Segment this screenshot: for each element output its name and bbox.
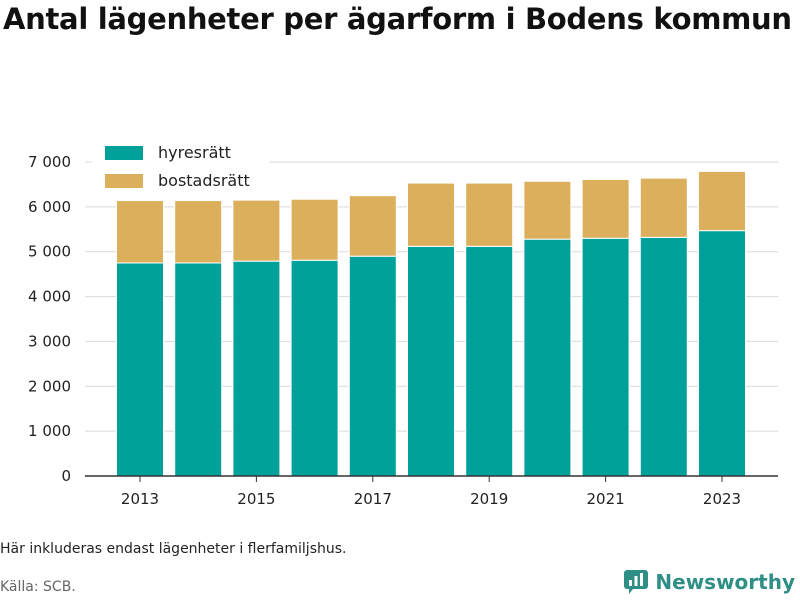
x-tick-label: 2013 — [121, 490, 159, 508]
x-tick-label: 2019 — [470, 490, 508, 508]
brand-name: Newsworthy — [655, 570, 795, 594]
y-tick-label: 2 000 — [28, 377, 71, 395]
y-tick-label: 6 000 — [28, 198, 71, 216]
bar-hyresratt-2013 — [116, 262, 164, 477]
legend-label: hyresrätt — [158, 143, 231, 162]
legend-swatch — [105, 174, 143, 188]
legend-label: bostadsrätt — [158, 171, 250, 190]
x-tick-label: 2017 — [354, 490, 392, 508]
bar-hyresratt-2022 — [639, 236, 688, 477]
bar-bostadsratt-2021 — [581, 178, 630, 239]
chart-title: Antal lägenheter per ägarform i Bodens k… — [3, 2, 792, 36]
bar-hyresratt-2019 — [465, 245, 514, 477]
source-note: Källa: SCB. — [0, 579, 76, 595]
legend-swatch — [105, 146, 143, 160]
bar-bostadsratt-2015 — [232, 199, 281, 262]
bar-bostadsratt-2014 — [174, 200, 223, 264]
bars — [116, 170, 746, 477]
y-tick-label: 4 000 — [28, 288, 71, 306]
stacked-bar-chart: 0 1 000 2 000 3 000 4 000 5 000 6 000 7 000 201… — [28, 138, 778, 508]
bar-hyresratt-2023 — [698, 230, 746, 477]
brand-logo: Newsworthy — [623, 569, 795, 595]
bar-hyresratt-2018 — [407, 245, 455, 477]
y-tick-label: 7 000 — [28, 153, 71, 171]
x-axis-ticks: 2013 2015 2017 2019 2021 2023 — [121, 476, 741, 508]
x-tick-label: 2023 — [703, 490, 741, 508]
x-tick-label: 2015 — [237, 490, 275, 508]
bar-hyresratt-2017 — [348, 255, 397, 477]
bar-bostadsratt-2019 — [465, 182, 514, 247]
bar-bostadsratt-2013 — [116, 200, 164, 264]
bar-bostadsratt-2022 — [639, 177, 688, 238]
bar-hyresratt-2014 — [174, 262, 223, 477]
footnote: Här inkluderas endast lägenheter i flerf… — [0, 541, 347, 557]
bar-hyresratt-2020 — [523, 238, 572, 477]
bar-hyresratt-2021 — [581, 237, 630, 477]
bar-bostadsratt-2017 — [348, 195, 397, 257]
bar-bostadsratt-2023 — [698, 170, 746, 232]
y-tick-label: 0 — [61, 467, 71, 485]
y-tick-label: 3 000 — [28, 332, 71, 350]
y-axis-ticks: 0 1 000 2 000 3 000 4 000 5 000 6 000 7 000 — [28, 153, 71, 485]
y-tick-label: 5 000 — [28, 243, 71, 261]
x-tick-label: 2021 — [587, 490, 625, 508]
bar-bostadsratt-2020 — [523, 180, 572, 240]
bar-bostadsratt-2018 — [407, 182, 455, 247]
newsworthy-logo-icon — [624, 570, 649, 594]
bar-hyresratt-2015 — [232, 260, 281, 477]
bar-bostadsratt-2016 — [290, 198, 339, 261]
y-tick-label: 1 000 — [28, 422, 71, 440]
bar-hyresratt-2016 — [290, 259, 339, 477]
legend: hyresrätt bostadsrätt — [92, 138, 270, 196]
